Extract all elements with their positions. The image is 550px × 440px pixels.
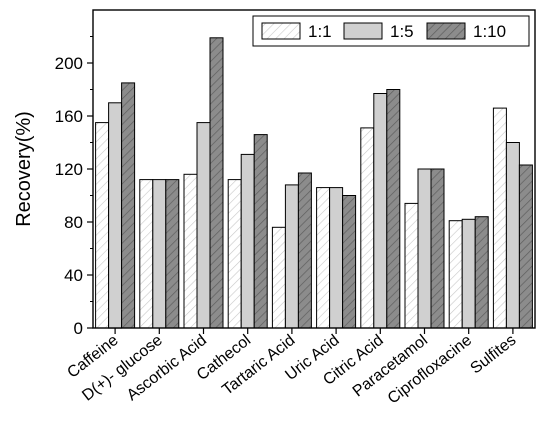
bar-1-series-1 <box>95 122 110 329</box>
bar-8-series-3 <box>430 168 445 329</box>
bar-6-series-1 <box>316 187 331 329</box>
bar-5-series-3 <box>297 172 312 329</box>
bar-9-series-3 <box>474 216 489 329</box>
bar-6-series-3 <box>342 195 357 329</box>
y-tick-label-4: 120 <box>55 160 83 179</box>
bar-4-series-1 <box>227 179 242 329</box>
bar-2-series-1 <box>139 179 154 329</box>
bar-10-series-2 <box>505 142 520 329</box>
bar-3-series-1 <box>183 173 198 329</box>
bar-9-series-2 <box>461 218 476 329</box>
legend-label-1: 1:1 <box>308 22 332 41</box>
legend-swatch-3 <box>426 22 466 40</box>
bar-2-series-3 <box>165 179 180 329</box>
bar-10-series-3 <box>518 164 533 329</box>
bar-4-series-2 <box>240 153 255 329</box>
legend: 1:1 1:5 1:10 <box>252 15 530 47</box>
bar-7-series-2 <box>373 93 388 329</box>
x-tick-label-10: Sulfites <box>468 332 520 378</box>
bar-5-series-1 <box>271 226 286 329</box>
bar-8-series-1 <box>404 202 419 329</box>
bar-7-series-1 <box>360 127 375 329</box>
bar-4-series-3 <box>253 134 268 329</box>
bar-2-series-2 <box>152 179 167 329</box>
bar-10-series-1 <box>492 107 507 329</box>
bar-1-series-3 <box>121 82 136 329</box>
bar-7-series-3 <box>386 89 401 329</box>
y-tick-label-5: 160 <box>55 107 83 126</box>
y-tick-label-2: 40 <box>64 266 83 285</box>
legend-label-2: 1:5 <box>390 22 414 41</box>
bar-9-series-1 <box>448 220 463 329</box>
legend-swatch-1 <box>261 22 301 40</box>
bar-1-series-2 <box>108 102 123 329</box>
y-tick-label-3: 80 <box>64 213 83 232</box>
y-axis-title: Recovery(%) <box>13 111 35 227</box>
bar-5-series-2 <box>284 184 299 329</box>
legend-swatch-2 <box>343 22 383 40</box>
bar-8-series-2 <box>417 168 432 329</box>
bar-3-series-2 <box>196 122 211 329</box>
bars-layer <box>95 37 533 329</box>
legend-label-3: 1:10 <box>473 22 506 41</box>
y-tick-label-6: 200 <box>55 54 83 73</box>
bar-3-series-3 <box>209 37 224 329</box>
y-tick-label-1: 0 <box>74 319 83 338</box>
bar-6-series-2 <box>329 187 344 329</box>
